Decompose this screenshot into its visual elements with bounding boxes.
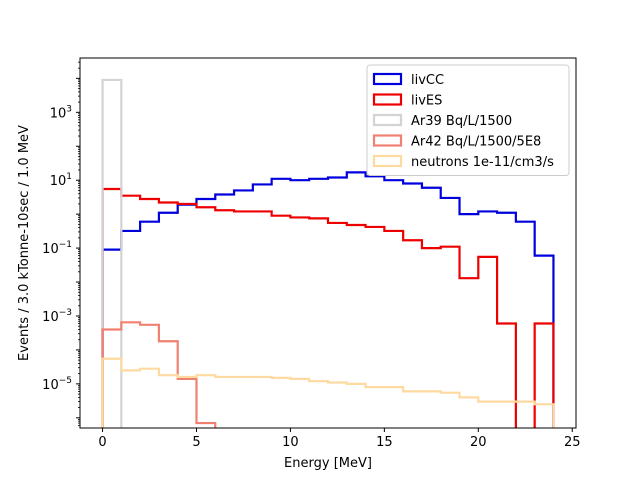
- legend: livCC livES Ar39 Bq/L/1500 Ar42 Bq/L/1500/5…: [366, 64, 570, 176]
- x-tick-label: 20: [470, 435, 487, 450]
- y-axis-label: Events / 3.0 kTonne-10sec / 1.0 MeV: [17, 125, 32, 361]
- legend-swatch: [372, 134, 403, 147]
- y-tick-label: 101: [50, 172, 72, 189]
- axes: 0 5 10 15 20 25 103 101 10−1 10−3 10−5: [42, 61, 581, 450]
- legend-label: Ar42 Bq/L/1500/5E8: [411, 135, 541, 150]
- series-line-2: [101, 78, 123, 428]
- legend-label: livCC: [411, 73, 444, 88]
- plot-frame: [79, 57, 577, 429]
- legend-swatch: [372, 154, 403, 168]
- y-tick-label: 10−1: [42, 240, 72, 257]
- legend-label: livES: [411, 94, 442, 109]
- x-tick-label: 0: [98, 435, 106, 450]
- x-tick-label: 5: [192, 435, 200, 450]
- plot-series: [101, 78, 555, 428]
- x-axis-label: Energy [MeV]: [284, 456, 372, 471]
- y-tick-label: 103: [50, 104, 72, 121]
- series-line-0: [101, 171, 555, 428]
- y-tick-label: 10−5: [42, 376, 72, 393]
- x-tick-label: 25: [564, 435, 581, 450]
- legend-swatch: [372, 72, 403, 86]
- x-tick-label: 10: [282, 435, 299, 450]
- legend-box: [366, 64, 570, 176]
- series-line-4: [101, 357, 555, 428]
- series-line-3: [101, 321, 217, 428]
- series-line-1: [101, 187, 555, 428]
- y-tick-label: 10−3: [42, 308, 72, 325]
- x-tick-label: 15: [376, 435, 393, 450]
- legend-swatch: [372, 113, 403, 127]
- legend-swatch: [372, 93, 403, 106]
- legend-label: Ar39 Bq/L/1500: [411, 114, 512, 129]
- legend-label: neutrons 1e-11/cm3/s: [411, 155, 554, 170]
